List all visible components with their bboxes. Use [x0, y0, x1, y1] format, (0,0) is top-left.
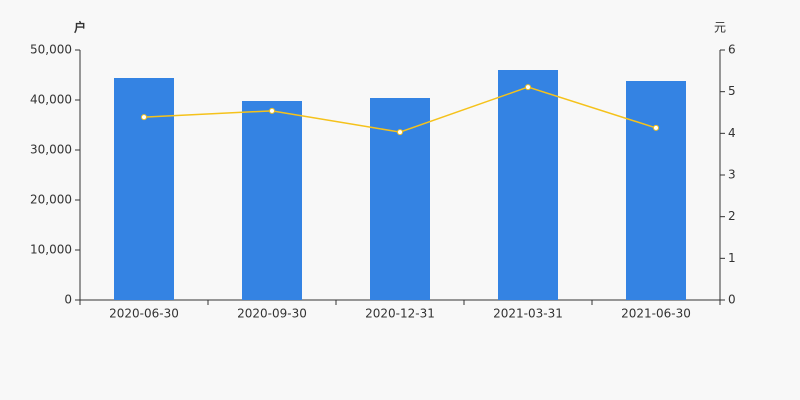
- line-point: [269, 107, 275, 114]
- y2-tick-label: 4: [728, 126, 736, 140]
- y2-tick-label: 1: [728, 251, 736, 265]
- y2-tick-label: 0: [728, 293, 736, 307]
- y-tick-label: 10,000: [30, 243, 72, 257]
- line-point: [653, 124, 659, 131]
- x-tick-label: 2020-09-30: [237, 307, 307, 321]
- y2-tick-label: 6: [728, 43, 736, 57]
- y-tick-label: 20,000: [30, 193, 72, 207]
- bar: [114, 78, 174, 300]
- x-tick-label: 2021-06-30: [621, 307, 691, 321]
- x-tick-label: 2020-12-31: [365, 307, 435, 321]
- x-tick-label: 2020-06-30: [109, 307, 179, 321]
- bar: [498, 70, 558, 300]
- y-tick-label: 50,000: [30, 43, 72, 57]
- y-axis-title: 户: [74, 20, 86, 35]
- y-tick-label: 0: [64, 293, 72, 307]
- bar: [242, 101, 302, 300]
- y2-tick-label: 2: [728, 209, 736, 223]
- y-tick-label: 40,000: [30, 93, 72, 107]
- bar: [626, 81, 686, 300]
- y-tick-label: 30,000: [30, 143, 72, 157]
- line-point: [141, 114, 147, 121]
- x-tick-label: 2021-03-31: [493, 307, 563, 321]
- y2-tick-label: 3: [728, 168, 736, 182]
- y2-tick-label: 5: [728, 84, 736, 98]
- y2-axis-title: 元: [714, 21, 726, 35]
- line-point: [525, 84, 531, 91]
- line-point: [397, 129, 403, 136]
